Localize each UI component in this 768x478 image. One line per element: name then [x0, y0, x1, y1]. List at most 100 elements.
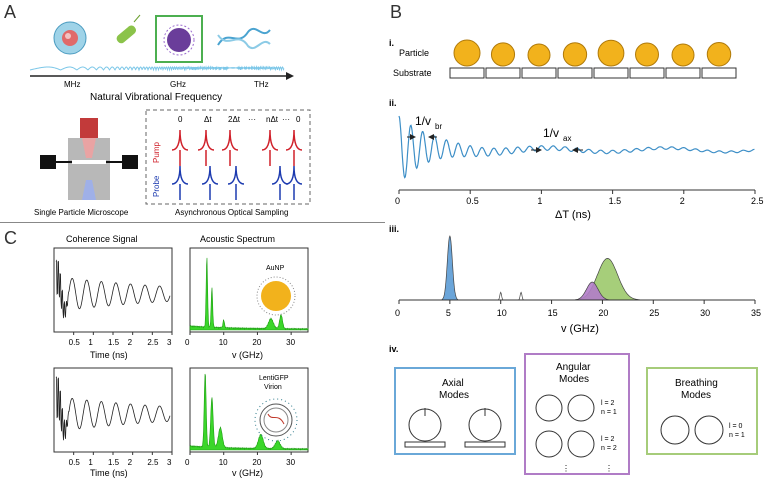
- freq-label-top: v (GHz): [232, 350, 263, 360]
- delay-label: ···: [282, 115, 290, 124]
- substrate-block: [449, 67, 485, 79]
- tick-label: 0: [185, 458, 190, 467]
- x-tick-label: 0.5: [466, 196, 479, 206]
- x-tick-label: 30: [700, 308, 710, 318]
- x-tick-label: 2.5: [751, 196, 764, 206]
- tick-label: 3: [167, 338, 172, 347]
- delay-labels: 0 Δt 2Δt ··· nΔt ··· 0: [178, 115, 301, 124]
- pump-pulse: [261, 129, 279, 166]
- annot-br-sub: br: [435, 122, 442, 131]
- pump-pulse: [285, 129, 303, 166]
- angular-l1: l = 2: [601, 400, 615, 407]
- tick-label: 0: [185, 338, 190, 347]
- panel-b-figure: i. Particle Substrate ii. 0 0.5 1 1.5 2 2.5 Δ…: [389, 38, 764, 475]
- x-tick-label: 2: [680, 196, 685, 206]
- tick-label: 10: [219, 458, 228, 467]
- tick-label: 1.5: [108, 458, 120, 467]
- axial-mode-diagram-1: [404, 408, 446, 448]
- tick-label: 3: [167, 458, 172, 467]
- particle: [706, 42, 732, 67]
- tick-ghz: GHz: [170, 80, 186, 89]
- particle: [597, 39, 625, 67]
- particle: [671, 43, 695, 67]
- pump-label: Pump: [152, 142, 161, 163]
- spectrum-plot-bottom: [189, 367, 309, 453]
- substrate-block: [629, 67, 665, 79]
- sampling-caption: Asynchronous Optical Sampling: [175, 208, 288, 217]
- dna-icon: [217, 27, 271, 49]
- particle: [490, 42, 516, 67]
- coherence-trace-bottom: [55, 376, 171, 441]
- pump-pulse: [171, 129, 189, 166]
- delay-label: 2Δt: [228, 115, 241, 124]
- panel-letter-c: C: [4, 228, 17, 248]
- panel-letter-a: A: [4, 2, 17, 22]
- section-divider: [0, 222, 385, 223]
- coherence-trace-top: [55, 259, 171, 319]
- tick-label: 2.5: [147, 458, 159, 467]
- angular-ellipsis-2: ⋮: [605, 464, 613, 473]
- x-tick-label: 15: [548, 308, 558, 318]
- virion-label-2: Virion: [264, 384, 282, 391]
- x-tick-label: 1.5: [609, 196, 622, 206]
- particle-series: [449, 39, 737, 79]
- x-tick-label: 10: [497, 308, 507, 318]
- axial-mode-diagram-2: [464, 408, 506, 448]
- tick-label: 1: [88, 458, 93, 467]
- pulse-train: [171, 129, 303, 200]
- angular-ellipsis-1: ⋮: [562, 464, 570, 473]
- tick-label: 2: [128, 458, 133, 467]
- annot-br: 1/v: [415, 114, 431, 128]
- tick-thz: THz: [254, 80, 269, 89]
- delay-label: ···: [248, 115, 256, 124]
- substrate-block: [557, 67, 593, 79]
- angular-n1: n = 1: [601, 409, 617, 416]
- tick-label: 2: [128, 338, 133, 347]
- freq-axis-label: Natural Vibrational Frequency: [90, 92, 222, 103]
- virion-label-1: LentiGFP: [259, 375, 289, 382]
- x-tick-label: 5: [446, 308, 451, 318]
- tick-label: 30: [286, 338, 295, 347]
- probe-pulse: [201, 165, 219, 200]
- microscope-diagram: [40, 118, 138, 200]
- annot-ax-sub: ax: [563, 134, 571, 143]
- delay-label: 0: [178, 115, 183, 124]
- breathing-n: n = 1: [729, 432, 745, 439]
- delay-label: Δt: [204, 115, 212, 124]
- substrate-block: [521, 67, 557, 79]
- panel-letter-b: B: [390, 2, 403, 22]
- delay-x-ticks: 0 0.5 1 1.5 2 2.5: [395, 190, 764, 206]
- substrate-block: [485, 67, 521, 79]
- virus-icon: [163, 24, 195, 56]
- breathing-l: l = 0: [729, 423, 743, 430]
- x-tick-label: 0: [395, 196, 400, 206]
- cell-icon: [53, 21, 87, 55]
- breathing-mode-diagrams: [660, 415, 724, 445]
- roman-iv: iv.: [389, 344, 398, 354]
- spectrum-peak: [399, 235, 755, 301]
- roman-i: i.: [389, 38, 394, 48]
- tick-label: 10: [219, 338, 228, 347]
- angular-title-2: Modes: [559, 374, 589, 385]
- roman-iii: iii.: [389, 224, 399, 234]
- bacterium-icon: [116, 14, 141, 44]
- probe-label: Probe: [152, 175, 161, 197]
- angular-modes-box: [524, 353, 630, 475]
- annot-ax: 1/v: [543, 126, 559, 140]
- particle: [562, 42, 588, 67]
- probe-pulse: [271, 165, 289, 200]
- x-tick-label: 1: [537, 196, 542, 206]
- probe-pulse: [171, 165, 189, 200]
- freq-label-bottom: v (GHz): [232, 468, 263, 478]
- probe-pulse: [285, 165, 303, 200]
- time-ticks-bottom: 0.5 1 1.5 2 2.5 3: [69, 452, 173, 467]
- x-tick-label: 0: [395, 308, 400, 318]
- tick-mhz: MHz: [64, 80, 80, 89]
- aunp-label: AuNP: [266, 265, 285, 272]
- time-ticks-top: 0.5 1 1.5 2 2.5 3: [69, 332, 173, 347]
- x-tick-label: 20: [598, 308, 608, 318]
- substrate-block: [701, 67, 737, 79]
- spectrum-xlabel: v (GHz): [561, 323, 599, 335]
- spectrum-trace-bottom: [189, 373, 309, 451]
- delay-trace-line: [398, 115, 755, 179]
